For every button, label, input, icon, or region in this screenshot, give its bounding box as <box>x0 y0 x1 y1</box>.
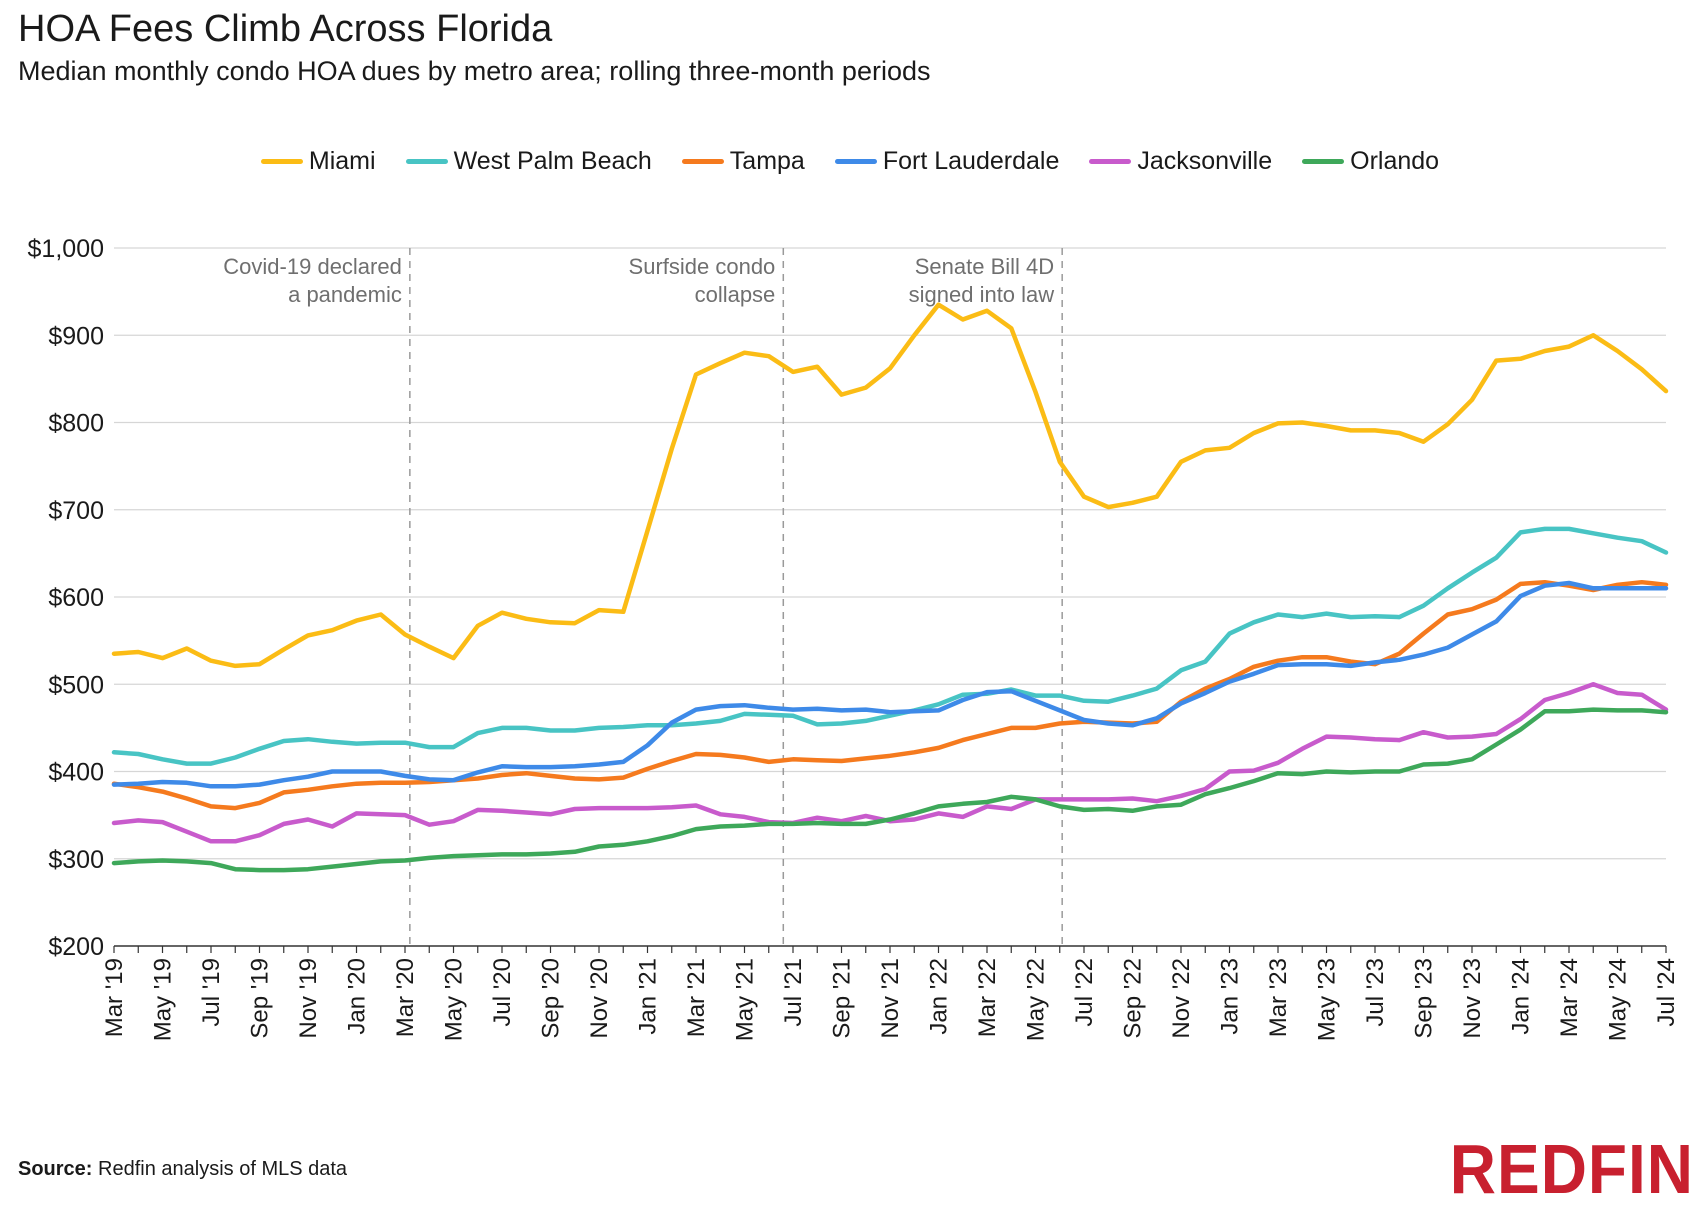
y-tick-label: $700 <box>48 497 104 525</box>
x-tick-label: Nov '20 <box>586 958 613 1039</box>
x-tick-label: Jul '20 <box>489 958 516 1027</box>
source-text: Redfin analysis of MLS data <box>98 1158 348 1180</box>
annotation-label: Covid-19 declared <box>223 254 402 279</box>
annotation-label: Surfside condo <box>629 254 776 279</box>
y-tick-label: $1,000 <box>28 235 104 263</box>
legend-label: Jacksonville <box>1137 147 1273 175</box>
legend-item: Fort Lauderdale <box>834 147 1060 176</box>
series-line-miami <box>111 302 1669 669</box>
x-tick-label: Jan '21 <box>635 958 662 1035</box>
x-tick-label: Jan '23 <box>1217 958 1244 1035</box>
x-tick-label: Mar '21 <box>683 958 710 1037</box>
x-tick-label: Mar '22 <box>974 958 1001 1037</box>
legend-label: Fort Lauderdale <box>882 147 1060 175</box>
x-tick-label: Jan '24 <box>1508 958 1535 1035</box>
x-tick-label: Jul '21 <box>780 958 807 1027</box>
source-label: Source: <box>18 1158 93 1180</box>
x-tick-label: Jul '22 <box>1071 958 1098 1027</box>
x-tick-label: Mar '23 <box>1265 958 1292 1037</box>
annotation-label: signed into law <box>909 282 1055 307</box>
y-tick-label: $500 <box>48 671 104 699</box>
annotation-label: Senate Bill 4D <box>915 254 1054 279</box>
x-tick-label: Sep '23 <box>1411 958 1438 1039</box>
legend-label: Orlando <box>1350 147 1440 175</box>
legend-swatch <box>834 159 877 164</box>
x-tick-label: Jul '23 <box>1362 958 1389 1027</box>
legend-label: Miami <box>308 147 376 175</box>
x-tick-label: May '20 <box>441 958 468 1041</box>
y-tick-label: $900 <box>48 322 104 350</box>
y-tick-label: $300 <box>48 846 104 874</box>
y-tick-label: $200 <box>48 933 104 961</box>
redfin-logo: REDFIN <box>1449 1130 1694 1208</box>
legend-swatch <box>1302 159 1345 164</box>
x-tick-label: Sep '19 <box>247 958 274 1039</box>
x-tick-label: Mar '24 <box>1556 958 1583 1037</box>
x-tick-label: Nov '22 <box>1168 958 1195 1039</box>
x-tick-label: Mar '20 <box>392 958 419 1037</box>
legend-swatch <box>405 159 448 164</box>
x-tick-label: Sep '21 <box>829 958 856 1039</box>
y-tick-label: $800 <box>48 410 104 438</box>
y-tick-label: $400 <box>48 759 104 787</box>
legend-item: Jacksonville <box>1089 147 1272 176</box>
series-line-fort-lauderdale <box>111 580 1669 789</box>
chart-subtitle: Median monthly condo HOA dues by metro a… <box>18 56 931 86</box>
annotation-label: a pandemic <box>288 282 402 307</box>
legend-item: West Palm Beach <box>405 147 652 176</box>
chart-legend: Miami West Palm Beach Tampa Fort Lauderdale… <box>0 147 1700 176</box>
legend-item: Tampa <box>681 147 805 176</box>
x-tick-label: Sep '20 <box>538 958 565 1039</box>
x-tick-label: May '24 <box>1605 958 1632 1041</box>
x-tick-label: Nov '23 <box>1459 958 1486 1039</box>
legend-swatch <box>260 159 303 164</box>
x-tick-label: May '19 <box>150 958 177 1041</box>
x-tick-label: Mar '19 <box>101 958 128 1037</box>
legend-item: Miami <box>260 147 376 176</box>
x-tick-label: Jan '20 <box>344 958 371 1035</box>
legend-swatch <box>1089 159 1132 164</box>
x-tick-label: May '23 <box>1314 958 1341 1041</box>
x-tick-label: May '21 <box>732 958 759 1041</box>
chart-title: HOA Fees Climb Across Florida <box>18 8 553 50</box>
legend-label: West Palm Beach <box>453 147 652 175</box>
annotation-label: collapse <box>695 282 776 307</box>
x-tick-label: Jul '24 <box>1653 958 1680 1027</box>
source-note: Source: Redfin analysis of MLS data <box>18 1158 347 1181</box>
series-line-orlando <box>111 707 1669 873</box>
x-tick-label: Nov '21 <box>877 958 904 1039</box>
legend-label: Tampa <box>729 147 805 175</box>
legend-item: Orlando <box>1302 147 1439 176</box>
x-tick-label: May '22 <box>1023 958 1050 1041</box>
x-tick-label: Nov '19 <box>295 958 322 1039</box>
x-tick-label: Jul '19 <box>198 958 225 1027</box>
series-line-tampa <box>111 579 1669 811</box>
legend-swatch <box>681 159 724 164</box>
x-tick-label: Jan '22 <box>926 958 953 1035</box>
series-line-west-palm-beach <box>111 526 1669 766</box>
y-tick-label: $600 <box>48 584 104 612</box>
x-tick-label: Sep '22 <box>1120 958 1147 1039</box>
